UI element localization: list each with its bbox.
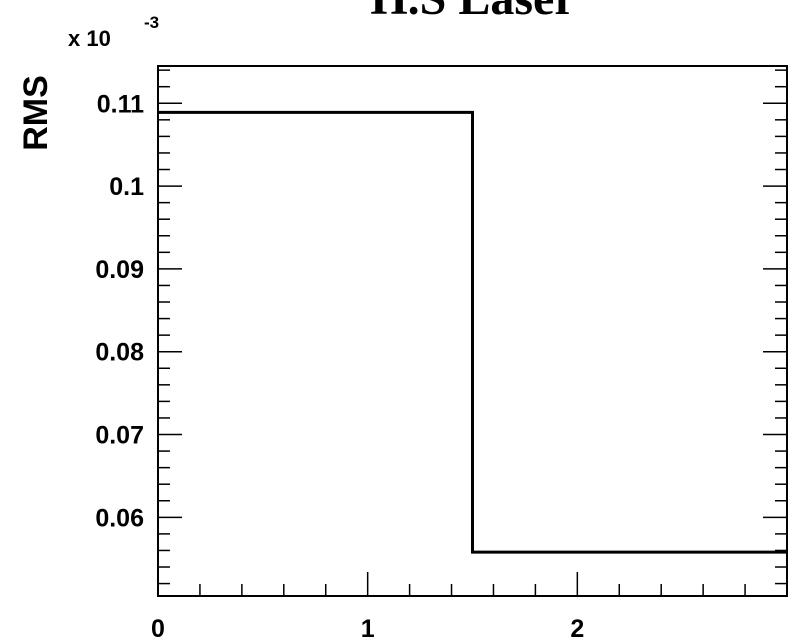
y-tick-label: 0.07 (95, 422, 144, 450)
x-tick-label: 0 (151, 615, 165, 642)
x-axis-tick-labels: 0 1 2 (151, 615, 584, 642)
histogram-line (158, 110, 787, 554)
plot-frame (157, 65, 788, 597)
histogram-bin (158, 110, 473, 114)
y-axis-tick-labels: 0.06 0.07 0.08 0.09 0.1 0.11 (95, 90, 144, 532)
x-axis-ticks (157, 572, 788, 596)
histogram-bin (473, 550, 788, 554)
x-tick-label: 1 (361, 615, 375, 642)
y-tick-label: 0.11 (97, 90, 144, 118)
y-tick-label: 0.08 (95, 339, 144, 367)
y-multiplier-exponent: -3 (144, 13, 159, 32)
y-tick-label: 0.1 (109, 173, 144, 201)
y-tick-label: 0.06 (95, 504, 144, 532)
histogram-series (158, 110, 787, 554)
y-tick-label: 0.09 (95, 256, 144, 284)
chart-title: H.S Laser (370, 0, 575, 25)
y-multiplier-base: x 10 (68, 26, 111, 51)
y-axis-title: RMS (17, 75, 55, 151)
x-tick-label: 2 (570, 615, 584, 642)
y-axis-ticks (158, 69, 787, 585)
